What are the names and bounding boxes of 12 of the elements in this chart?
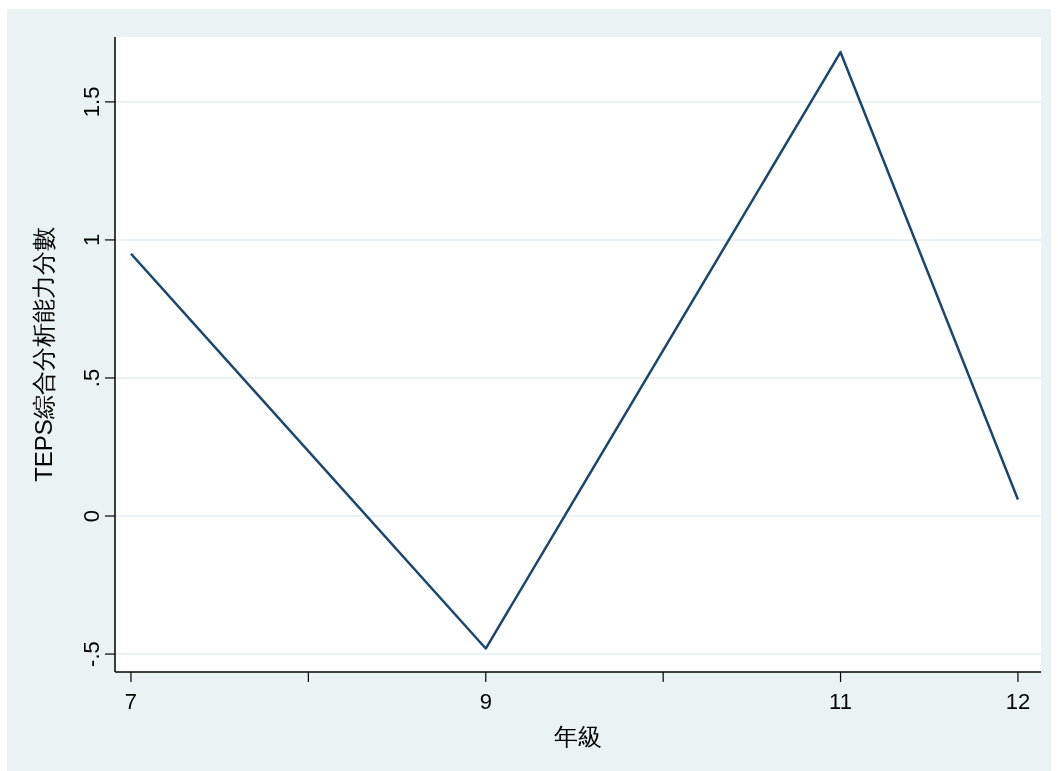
y-tick-label: 1 xyxy=(79,233,104,247)
x-tick-label: 9 xyxy=(479,689,492,714)
x-tick-label: 7 xyxy=(124,689,138,714)
y-tick-label: -.5 xyxy=(79,641,104,667)
x-tick-label: 12 xyxy=(1005,689,1031,714)
x-axis-title: 年級 xyxy=(554,723,602,750)
line-series xyxy=(129,50,1020,650)
x-tick-label: 11 xyxy=(829,689,852,714)
y-tick-label: 0 xyxy=(79,509,104,523)
y-axis-title: TEPS綜合分析能力分數 xyxy=(30,227,57,482)
y-tick-label: 1.5 xyxy=(79,86,104,118)
y-tick-label: .5 xyxy=(79,368,104,388)
